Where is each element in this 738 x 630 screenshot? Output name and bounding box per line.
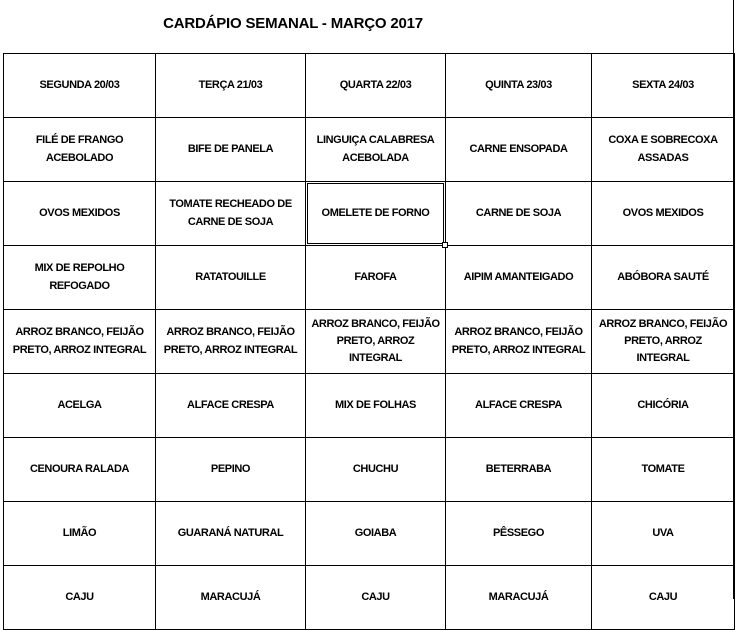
menu-cell[interactable]: COXA E SOBRECOXA ASSADAS: [591, 117, 735, 182]
page-title: CARDÁPIO SEMANAL - MARÇO 2017: [163, 15, 423, 32]
menu-cell[interactable]: PEPINO: [155, 437, 306, 502]
table-row-fruit: LIMÃO GUARANÁ NATURAL GOIABA PÊSSEGO UVA: [3, 501, 735, 566]
menu-cell[interactable]: OVOS MEXIDOS: [591, 181, 735, 246]
menu-cell[interactable]: ALFACE CRESPA: [445, 373, 592, 438]
menu-cell[interactable]: CAJU: [591, 565, 735, 630]
menu-cell-selected[interactable]: OMELETE DE FORNO: [305, 181, 448, 248]
menu-cell[interactable]: ABÓBORA SAUTÉ: [591, 245, 735, 310]
menu-cell[interactable]: BETERRABA: [445, 437, 592, 502]
menu-cell[interactable]: FILÉ DE FRANGO ACEBOLADO: [3, 117, 156, 182]
table-row-main-dish: FILÉ DE FRANGO ACEBOLADO BIFE DE PANELA …: [3, 117, 735, 182]
menu-cell[interactable]: PÊSSEGO: [445, 501, 592, 566]
menu-cell[interactable]: MARACUJÁ: [445, 565, 592, 630]
day-header-monday[interactable]: SEGUNDA 20/03: [3, 53, 156, 118]
day-header-friday[interactable]: SEXTA 24/03: [591, 53, 735, 118]
menu-cell[interactable]: LIMÃO: [3, 501, 156, 566]
menu-cell[interactable]: MARACUJÁ: [155, 565, 306, 630]
menu-cell[interactable]: AIPIM AMANTEIGADO: [445, 245, 592, 310]
menu-cell[interactable]: ARROZ BRANCO, FEIJÃO PRETO, ARROZ INTEGR…: [591, 309, 735, 374]
menu-cell[interactable]: CHUCHU: [305, 437, 446, 502]
menu-cell[interactable]: ALFACE CRESPA: [155, 373, 306, 438]
menu-cell[interactable]: CAJU: [3, 565, 156, 630]
menu-cell[interactable]: MIX DE FOLHAS: [305, 373, 446, 438]
menu-cell[interactable]: CARNE ENSOPADA: [445, 117, 592, 182]
cell-resize-handle[interactable]: [442, 242, 448, 248]
day-header-thursday[interactable]: QUINTA 23/03: [445, 53, 592, 118]
table-row-juice: CAJU MARACUJÁ CAJU MARACUJÁ CAJU: [3, 565, 735, 630]
menu-cell[interactable]: OVOS MEXIDOS: [3, 181, 156, 246]
table-row-vegetable: CENOURA RALADA PEPINO CHUCHU BETERRABA T…: [3, 437, 735, 502]
menu-cell[interactable]: ARROZ BRANCO, FEIJÃO PRETO, ARROZ INTEGR…: [155, 309, 306, 374]
menu-cell[interactable]: ACELGA: [3, 373, 156, 438]
menu-cell[interactable]: ARROZ BRANCO, FEIJÃO PRETO, ARROZ INTEGR…: [305, 309, 446, 374]
menu-cell[interactable]: BIFE DE PANELA: [155, 117, 306, 182]
weekly-menu-table: SEGUNDA 20/03 TERÇA 21/03 QUARTA 22/03 Q…: [3, 53, 735, 630]
table-header-row: SEGUNDA 20/03 TERÇA 21/03 QUARTA 22/03 Q…: [3, 53, 735, 118]
menu-cell[interactable]: RATATOUILLE: [155, 245, 306, 310]
table-row-leaf-salad: ACELGA ALFACE CRESPA MIX DE FOLHAS ALFAC…: [3, 373, 735, 438]
menu-cell[interactable]: UVA: [591, 501, 735, 566]
menu-cell[interactable]: CHICÓRIA: [591, 373, 735, 438]
menu-cell[interactable]: TOMATE: [591, 437, 735, 502]
day-header-tuesday[interactable]: TERÇA 21/03: [155, 53, 306, 118]
menu-cell[interactable]: CENOURA RALADA: [3, 437, 156, 502]
day-header-wednesday[interactable]: QUARTA 22/03: [305, 53, 446, 118]
menu-cell[interactable]: GUARANÁ NATURAL: [155, 501, 306, 566]
table-row-side-dish: MIX DE REPOLHO REFOGADO RATATOUILLE FARO…: [3, 245, 735, 310]
menu-cell[interactable]: ARROZ BRANCO, FEIJÃO PRETO, ARROZ INTEGR…: [3, 309, 156, 374]
menu-cell[interactable]: LINGUIÇA CALABRESA ACEBOLADA: [305, 117, 446, 182]
menu-cell[interactable]: CARNE DE SOJA: [445, 181, 592, 246]
table-row-rice-beans: ARROZ BRANCO, FEIJÃO PRETO, ARROZ INTEGR…: [3, 309, 735, 374]
page-edge-line: [733, 0, 734, 599]
menu-cell[interactable]: TOMATE RECHEADO DE CARNE DE SOJA: [155, 181, 306, 246]
menu-cell[interactable]: GOIABA: [305, 501, 446, 566]
table-row-egg-dish: OVOS MEXIDOS TOMATE RECHEADO DE CARNE DE…: [3, 181, 735, 248]
menu-cell[interactable]: ARROZ BRANCO, FEIJÃO PRETO, ARROZ INTEGR…: [445, 309, 592, 374]
menu-cell-label: OMELETE DE FORNO: [321, 206, 430, 219]
menu-cell[interactable]: MIX DE REPOLHO REFOGADO: [3, 245, 156, 310]
menu-cell[interactable]: CAJU: [305, 565, 446, 630]
menu-cell[interactable]: FAROFA: [305, 245, 446, 310]
